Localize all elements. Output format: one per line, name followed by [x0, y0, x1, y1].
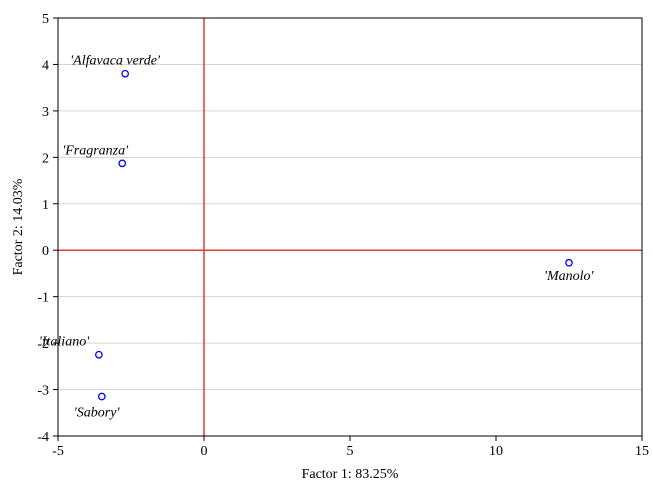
data-point	[121, 69, 130, 78]
point-label: 'Fragranza'	[62, 143, 129, 158]
plot-area-frame	[57, 17, 643, 437]
x-tick-label: 15	[635, 444, 649, 459]
y-tick-label: 5	[42, 12, 49, 27]
y-tick-label: -1	[37, 291, 49, 306]
data-point	[95, 350, 103, 359]
x-tick-label: 5	[347, 444, 354, 459]
y-tick-label: -2	[37, 337, 49, 352]
x-tick-label: 10	[489, 444, 503, 459]
point-label: 'Manolo'	[544, 269, 595, 284]
y-tick-label: 3	[42, 105, 49, 120]
point-label: 'Sabory'	[74, 406, 121, 421]
point-label: 'Italiano'	[39, 335, 90, 350]
grid-lines	[58, 63, 642, 391]
x-tick-label: -5	[52, 444, 64, 459]
y-tick-label: 2	[42, 151, 49, 166]
data-point	[565, 258, 573, 267]
data-points: 'Alfavaca verde' 'Fragranza' 'Manolo' 'Ital…	[39, 54, 595, 421]
y-axis-title: Factor 2: 14.03%	[11, 178, 26, 275]
reference-lines	[58, 18, 642, 436]
y-tick-label: -4	[37, 430, 49, 445]
axis-ticks: -4 -3 -2 -1 0 1 2 3 4 5 -5 0 5 10 15	[37, 12, 649, 459]
data-point	[97, 392, 106, 401]
y-tick-label: 0	[42, 244, 49, 259]
x-tick-label: 0	[201, 444, 208, 459]
y-tick-label: -3	[37, 384, 49, 399]
x-axis-title: Factor 1: 83.25%	[302, 467, 399, 482]
y-tick-label: 4	[42, 58, 49, 73]
data-point	[118, 159, 127, 168]
point-label: 'Alfavaca verde'	[70, 54, 161, 69]
y-tick-label: 1	[42, 198, 49, 213]
